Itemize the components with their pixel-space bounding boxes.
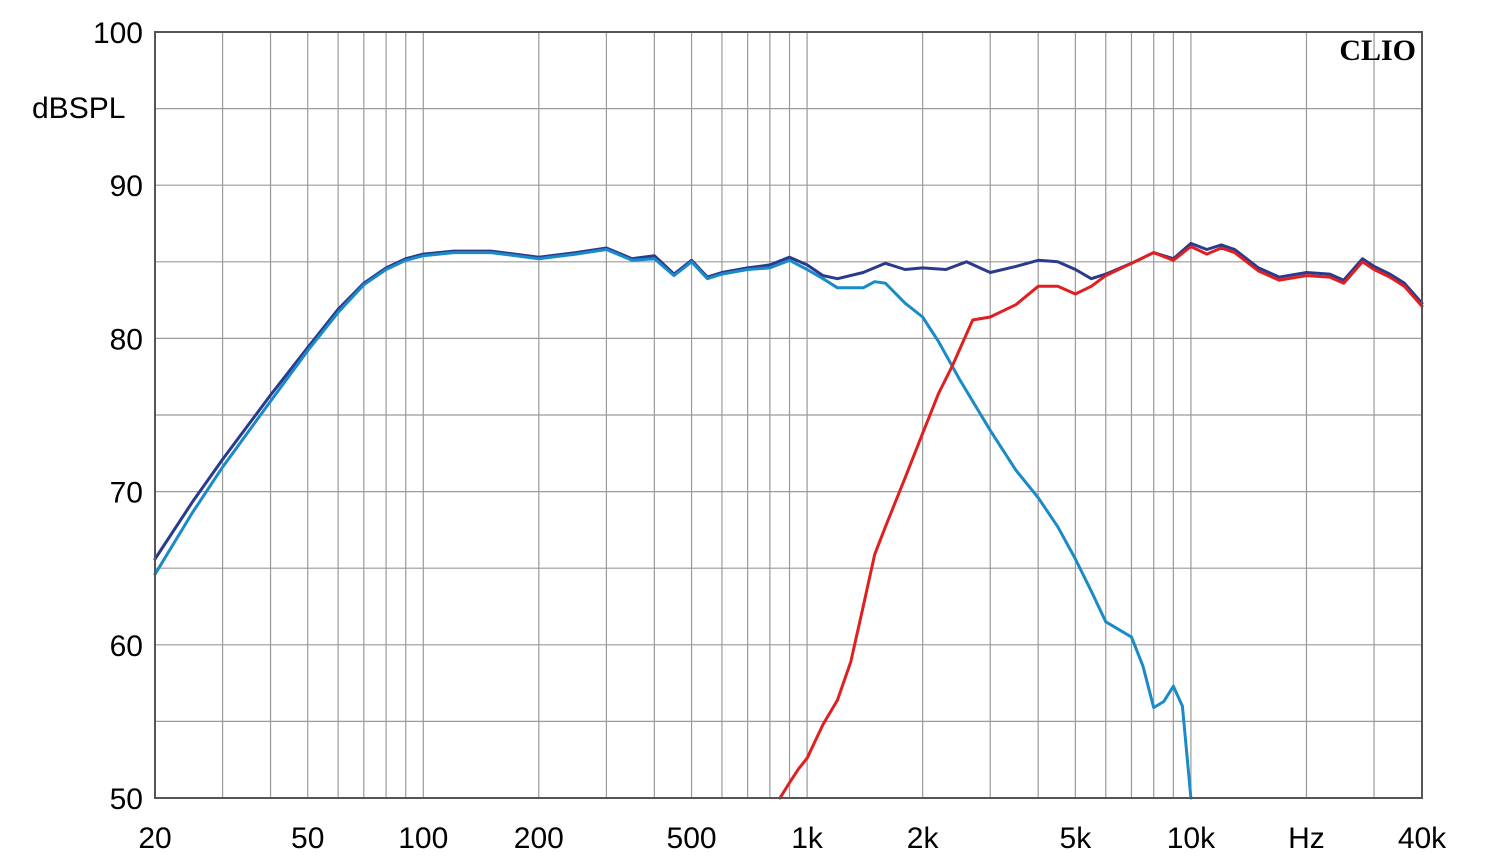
plot-frame <box>154 31 1423 799</box>
series-layer <box>153 241 1424 800</box>
y-tick-label: 80 <box>110 323 143 356</box>
x-tick-label: 1k <box>791 822 824 855</box>
x-tick-label: 200 <box>514 822 564 855</box>
y-axis-label: dBSPL <box>32 92 125 125</box>
y-tick-label: 90 <box>110 170 143 203</box>
series-line-1 <box>153 241 1424 561</box>
grid <box>155 32 1422 798</box>
x-tick-label: 2k <box>907 822 940 855</box>
x-tick-label: 40k <box>1398 822 1447 855</box>
x-tick-label: Hz <box>1288 822 1325 855</box>
x-tick-label: 100 <box>398 822 448 855</box>
y-tick-label: 50 <box>110 783 143 816</box>
series-line-2 <box>153 248 1193 800</box>
x-tick-label: 10k <box>1167 822 1216 855</box>
x-tick-label: 5k <box>1060 822 1093 855</box>
x-axis-ticks: 20 50 100 200 500 1k 2k 5k 10k Hz 40k <box>138 822 1447 855</box>
x-tick-label: 20 <box>138 822 171 855</box>
y-tick-label: 70 <box>110 477 143 510</box>
x-tick-label: 500 <box>667 822 717 855</box>
x-tick-label: 50 <box>291 822 324 855</box>
series-line-3 <box>778 245 1424 800</box>
y-tick-label: 100 <box>93 17 143 50</box>
clio-logo: CLIO <box>1339 34 1416 67</box>
y-tick-label: 60 <box>110 630 143 663</box>
y-axis-ticks: 100 90 80 70 60 50 <box>93 17 143 816</box>
